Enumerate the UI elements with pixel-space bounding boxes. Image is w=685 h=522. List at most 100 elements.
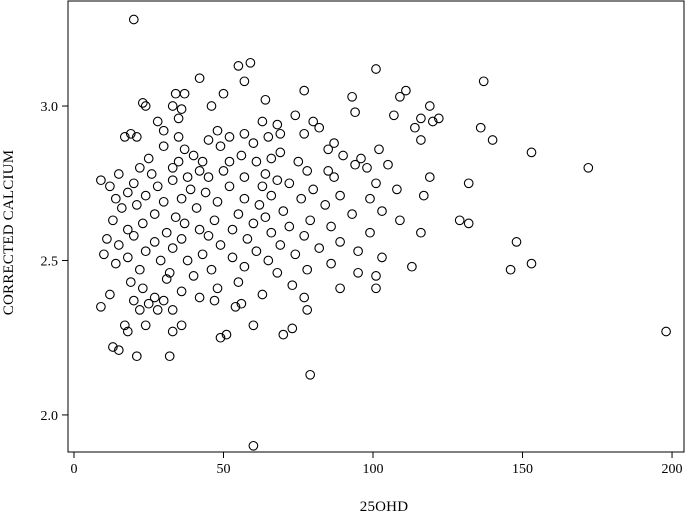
data-point [424,172,435,182]
data-point [293,156,304,167]
data-point [218,166,229,176]
data-point [314,243,325,253]
data-point [463,218,474,229]
data-point [99,249,109,260]
data-point [140,246,151,257]
data-point [407,261,417,272]
data-point [182,255,193,266]
data-point [308,116,319,127]
data-point [338,150,348,161]
data-point [137,283,148,294]
data-point [110,193,121,204]
data-point [110,258,121,269]
data-point [245,57,256,68]
data-point [167,305,178,315]
data-point [140,101,151,111]
data-point [221,329,232,340]
data-point [179,144,190,155]
data-point [161,227,172,238]
y-tick-label: 2.0 [41,409,59,424]
data-point [233,61,244,71]
y-tick-label: 2.5 [41,254,59,269]
data-point [511,237,522,247]
data-point [661,326,671,337]
data-point [424,101,435,111]
data-point [356,153,366,164]
data-point [371,64,381,74]
data-point [167,326,178,337]
data-point [302,166,313,176]
data-point [353,246,363,257]
data-point [335,190,345,201]
data-point [526,147,537,158]
data-point [152,305,163,315]
data-point [108,342,118,352]
data-point [475,122,486,133]
y-axis: 2.0 2.5 3.0 [41,100,68,424]
data-point [131,132,142,142]
x-tick-label: 0 [70,462,77,477]
data-point [158,141,169,152]
data-point [326,258,336,269]
data-point [105,181,115,192]
data-point [371,271,381,281]
data-point [176,193,187,204]
data-point [134,264,145,275]
data-point [260,169,271,179]
data-point [242,234,253,244]
data-point [128,14,139,25]
data-point [185,184,196,195]
data-point [275,240,286,250]
data-point [284,221,295,232]
data-point [122,224,133,235]
data-point [314,122,325,133]
data-point [257,289,268,300]
data-point [155,255,166,266]
data-point [583,162,594,173]
data-point [167,175,178,186]
data-point [296,193,307,204]
data-point [209,215,220,226]
data-point [105,289,115,300]
data-point [158,125,169,136]
data-point [266,153,277,164]
data-point [290,249,301,260]
data-point [194,166,205,176]
data-point [227,224,238,235]
data-point [305,215,316,226]
data-point [299,85,310,96]
data-point [392,184,402,195]
data-point [236,150,247,161]
data-point [197,249,208,260]
data-point [188,150,199,161]
data-point [505,264,516,275]
data-point [143,298,154,309]
data-point [266,190,277,201]
data-point [257,116,268,127]
data-point [224,132,235,142]
data-point [212,283,223,294]
data-point [113,345,124,355]
data-point [263,132,274,142]
data-point [278,206,289,216]
data-point [233,277,244,287]
data-point [377,206,387,216]
data-point [167,243,178,253]
data-point [128,295,139,306]
data-point [176,320,187,331]
data-point [416,135,426,145]
data-point [140,190,151,201]
data-point [401,85,411,96]
data-point [179,88,190,99]
data-point [182,172,193,182]
data-point [239,128,250,139]
data-point [119,320,130,331]
data-point [308,184,319,195]
data-point [128,230,139,241]
data-point [167,162,178,173]
data-point [215,240,226,250]
data-point [194,224,205,235]
data-point [113,240,124,250]
